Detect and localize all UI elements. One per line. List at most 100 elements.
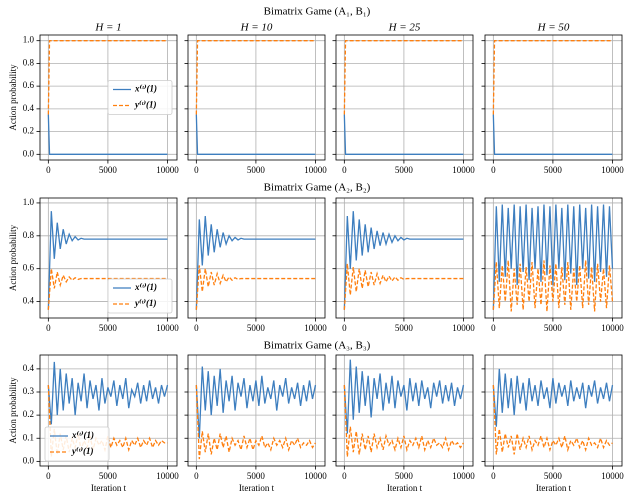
legend-label: x⁽ᵗ⁾(1) (134, 84, 157, 94)
x-tick-label: 5000 (99, 471, 118, 481)
axes-frame (484, 354, 623, 467)
panel-title: H = 1 (94, 22, 121, 34)
series-line (47, 268, 168, 310)
series-line (343, 211, 464, 310)
y-tick-label: 0.6 (23, 263, 35, 273)
series-line (195, 385, 317, 460)
x-axis-label: Iteration t (239, 483, 275, 493)
axes-frame (335, 197, 474, 319)
x-tick-label: 5000 (544, 323, 563, 333)
x-axis-label: Iteration t (91, 483, 127, 493)
panel-title: H = 50 (537, 22, 570, 34)
x-tick-label: 10000 (452, 165, 475, 175)
x-tick-label: 5000 (395, 165, 414, 175)
series-line (195, 114, 316, 155)
row-title: Bimatrix Game (A₃, B₃) (264, 340, 371, 352)
x-tick-label: 5000 (544, 165, 563, 175)
x-axis-label: Iteration t (387, 483, 423, 493)
x-tick-label: 0 (342, 471, 347, 481)
y-tick-label: 0.4 (23, 103, 35, 113)
panel: H = 1 0 5000 10000 0.0 0.2 0.4 0.6 0.8 1.0 x⁽ᵗ⁾(1)… (23, 22, 179, 176)
y-tick-label: 0.4 (23, 296, 35, 306)
x-tick-label: 0 (342, 323, 347, 333)
series-line (343, 359, 465, 434)
y-axis-label: Action probability (8, 377, 18, 444)
axes-frame (335, 354, 474, 467)
x-tick-label: 0 (491, 471, 496, 481)
panel: H = 50 0 5000 10000 (481, 22, 624, 175)
panel: 0 5000 10000 (184, 197, 327, 333)
y-axis-label: Action probability (8, 64, 18, 131)
x-tick-label: 10000 (304, 471, 327, 481)
series-line (47, 40, 168, 115)
y-tick-label: 0.6 (23, 80, 35, 90)
axes-frame (335, 34, 474, 161)
legend-label: x⁽ᵗ⁾(1) (134, 282, 157, 292)
series-line (195, 366, 317, 439)
x-tick-label: 0 (342, 165, 347, 175)
panel: 0 5000 10000 Iteration t (481, 354, 624, 493)
x-tick-label: 5000 (395, 323, 414, 333)
legend-label: x⁽ᵗ⁾(1) (71, 430, 94, 440)
row-title: Bimatrix Game (A₁, B₁) (264, 6, 371, 18)
y-axis-label: Action probability (8, 224, 18, 291)
x-tick-label: 10000 (452, 471, 475, 481)
panel-title: H = 25 (388, 22, 421, 34)
series-line (47, 114, 168, 155)
y-tick-label: 0.4 (23, 363, 35, 373)
x-tick-label: 0 (491, 165, 496, 175)
series-line (195, 265, 316, 310)
y-tick-label: 0.0 (23, 455, 35, 465)
x-tick-label: 0 (46, 165, 51, 175)
x-tick-label: 0 (194, 323, 199, 333)
series-line (343, 114, 464, 155)
series-line (343, 385, 465, 457)
series-line (492, 385, 613, 455)
legend-label: y⁽ᵗ⁾(1) (134, 298, 157, 308)
y-tick-label: 1.0 (23, 35, 35, 45)
panel: H = 25 0 5000 10000 (332, 22, 475, 175)
x-tick-label: 5000 (99, 165, 118, 175)
y-tick-label: 0.1 (23, 432, 34, 442)
x-tick-label: 5000 (544, 471, 563, 481)
y-tick-label: 0.3 (23, 386, 35, 396)
row-title: Bimatrix Game (A₂, B₂) (264, 182, 371, 194)
series-line (492, 260, 614, 312)
series-line (343, 40, 464, 115)
x-tick-label: 0 (194, 165, 199, 175)
axes-frame (484, 197, 623, 319)
x-tick-label: 10000 (156, 471, 179, 481)
x-axis-label: Iteration t (536, 483, 572, 493)
x-tick-label: 5000 (247, 471, 266, 481)
x-tick-label: 0 (194, 471, 199, 481)
y-tick-label: 0.8 (23, 230, 35, 240)
panel: 0 5000 10000 0.0 0.1 0.2 0.3 0.4 Iteration t x⁽ᵗ⁾… (23, 354, 179, 493)
y-tick-label: 0.8 (23, 57, 35, 67)
x-tick-label: 10000 (601, 165, 624, 175)
y-tick-label: 0.0 (23, 148, 35, 158)
series-line (492, 368, 614, 427)
axes-frame (187, 197, 326, 319)
series-line (195, 40, 316, 115)
axes-frame (187, 354, 326, 467)
series-line (492, 114, 613, 155)
axes-frame (39, 34, 178, 161)
x-tick-label: 10000 (601, 471, 624, 481)
y-tick-label: 0.2 (23, 126, 34, 136)
series-line (343, 263, 464, 310)
y-tick-label: 0.2 (23, 409, 34, 419)
x-tick-label: 0 (46, 323, 51, 333)
x-tick-label: 10000 (304, 165, 327, 175)
axes-frame (39, 197, 178, 319)
series-line (492, 40, 613, 115)
x-tick-label: 5000 (247, 165, 266, 175)
panel: 0 5000 10000 (481, 197, 624, 333)
x-tick-label: 0 (491, 323, 496, 333)
series-line (47, 361, 169, 425)
panel: 0 5000 10000 (332, 197, 475, 333)
x-tick-label: 10000 (304, 323, 327, 333)
x-tick-label: 5000 (99, 323, 118, 333)
panel-title: H = 10 (240, 22, 273, 34)
series-line (492, 204, 614, 310)
